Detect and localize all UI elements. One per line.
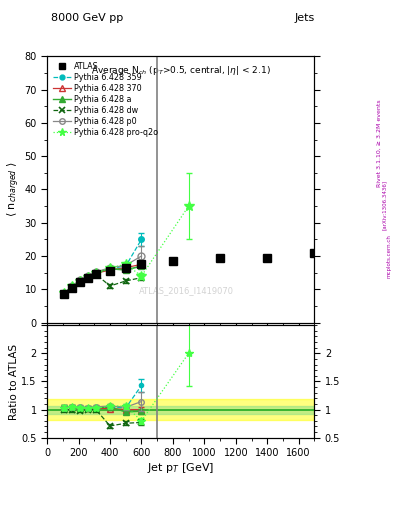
Y-axis label: Ratio to ATLAS: Ratio to ATLAS xyxy=(9,344,18,419)
Y-axis label: $\langle$ n$_{charged}$ $\rangle$: $\langle$ n$_{charged}$ $\rangle$ xyxy=(5,161,22,218)
Text: mcplots.cern.ch: mcplots.cern.ch xyxy=(387,234,391,278)
Text: Average N$_{ch}$ (p$_T$>0.5, central, |$\eta$| < 2.1): Average N$_{ch}$ (p$_T$>0.5, central, |$… xyxy=(91,65,271,77)
Text: [arXiv:1306.3436]: [arXiv:1306.3436] xyxy=(382,180,387,230)
Legend: ATLAS, Pythia 6.428 359, Pythia 6.428 370, Pythia 6.428 a, Pythia 6.428 dw, Pyth: ATLAS, Pythia 6.428 359, Pythia 6.428 37… xyxy=(51,60,160,139)
Text: Jets: Jets xyxy=(294,13,314,23)
Text: Rivet 3.1.10, ≥ 3.2M events: Rivet 3.1.10, ≥ 3.2M events xyxy=(377,99,382,187)
Text: ATLAS_2016_I1419070: ATLAS_2016_I1419070 xyxy=(139,286,233,295)
Text: 8000 GeV pp: 8000 GeV pp xyxy=(51,13,123,23)
X-axis label: Jet p$_T$ [GeV]: Jet p$_T$ [GeV] xyxy=(147,461,214,475)
